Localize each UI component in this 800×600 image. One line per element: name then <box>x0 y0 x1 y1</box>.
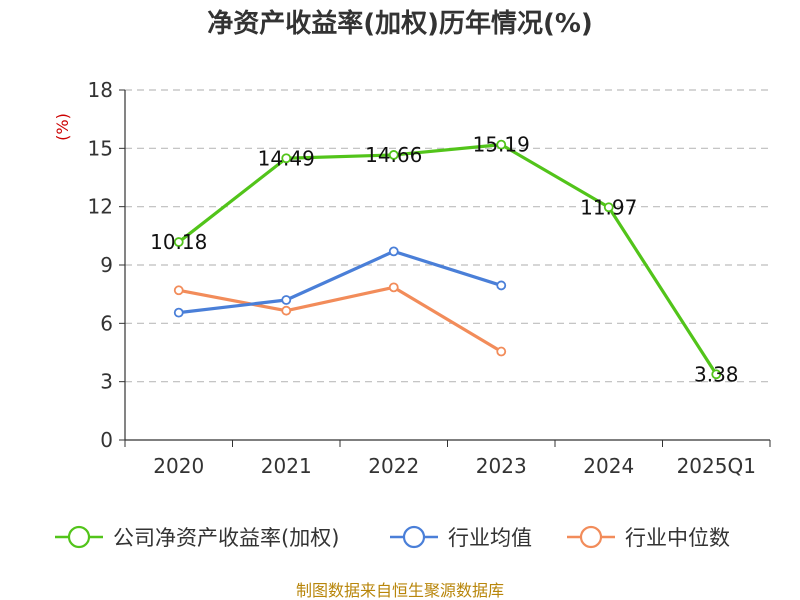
legend-marker <box>402 525 426 549</box>
series-line <box>178 249 502 315</box>
legend-marker <box>579 525 603 549</box>
x-tick-label: 2023 <box>476 454 527 478</box>
legend: 公司净资产收益率(加权) 行业均值 行业中位数 <box>55 525 730 550</box>
data-point <box>496 346 507 357</box>
y-tick-label: 18 <box>88 78 113 102</box>
data-label: 3.38 <box>694 362 739 386</box>
x-tick-label: 2021 <box>261 454 312 478</box>
data-point <box>281 295 292 305</box>
axes: 0 3 6 9 12 15 18 2020 2021 2022 2023 2024 2025Q1 <box>88 78 771 478</box>
x-tick-label: 2025Q1 <box>677 454 756 478</box>
legend-label: 行业中位数 <box>625 526 730 550</box>
y-tick-label: 12 <box>88 195 113 219</box>
series-line <box>178 285 503 353</box>
data-point <box>603 202 614 213</box>
legend-marker <box>67 525 91 549</box>
y-tick-label: 15 <box>88 136 113 160</box>
data-point <box>496 139 507 150</box>
x-tick-label: 2022 <box>368 454 419 478</box>
chart-title: 净资产收益率(加权)历年情况(%) <box>207 8 593 39</box>
x-tick-label: 2024 <box>583 454 634 478</box>
data-point <box>388 246 399 257</box>
source-note: 制图数据来自恒生聚源数据库 <box>296 581 504 600</box>
data-label: 11.97 <box>580 195 637 219</box>
series-line <box>177 143 718 376</box>
y-tick-label: 0 <box>100 428 113 452</box>
data-point <box>173 237 184 247</box>
y-tick-label: 9 <box>100 253 113 277</box>
y-axis-unit: (%) <box>53 113 72 141</box>
data-label: 14.49 <box>258 146 315 170</box>
data-point <box>173 307 184 318</box>
data-point <box>388 150 399 160</box>
data-point <box>388 282 399 293</box>
legend-label: 行业均值 <box>448 526 532 550</box>
series-layer: 10.18 14.49 14.66 15.19 11.97 3.38 <box>150 133 738 387</box>
data-point <box>281 305 292 316</box>
gridlines <box>125 89 770 383</box>
data-point <box>496 280 507 291</box>
data-point <box>711 369 722 380</box>
data-point <box>173 285 184 296</box>
data-label: 10.18 <box>150 230 207 254</box>
y-tick-label: 6 <box>100 311 113 335</box>
legend-label: 公司净资产收益率(加权) <box>113 526 339 550</box>
data-label: 14.66 <box>365 143 422 167</box>
y-tick-label: 3 <box>100 370 113 394</box>
data-label: 15.19 <box>473 133 530 157</box>
data-point <box>281 153 292 164</box>
x-tick-label: 2020 <box>153 454 204 478</box>
